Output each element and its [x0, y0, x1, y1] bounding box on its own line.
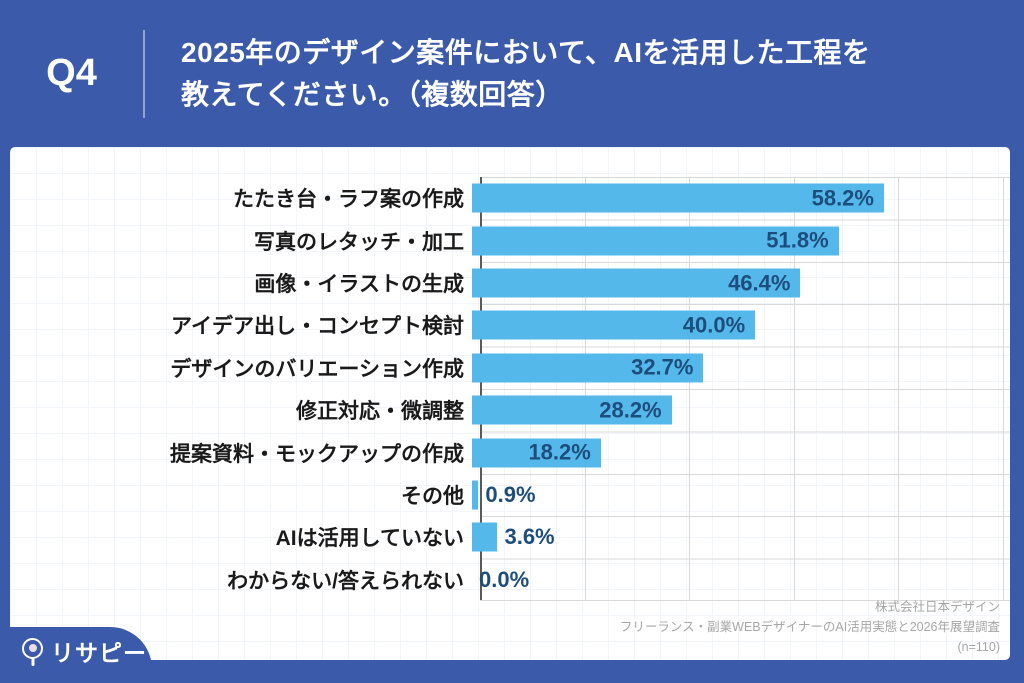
value-label: 0.9%: [485, 482, 536, 508]
bar-track: 58.2%: [472, 177, 1010, 219]
value-label: 0.0%: [479, 566, 530, 592]
category-label: アイデア出し・コンセプト検討: [171, 315, 464, 339]
gridline: [793, 177, 795, 600]
source-note: 株式会社日本デザイン フリーランス・副業WEBデザイナーのAI活用実態と2026…: [620, 597, 1000, 657]
logo-badge: リサピー .: [0, 627, 152, 683]
gridline: [584, 177, 586, 600]
bar-track: 0.9%: [472, 474, 1010, 516]
bar-track: 28.2%: [472, 389, 1010, 431]
category-axis-line: [480, 177, 482, 600]
category-label: 写真のレタッチ・加工: [254, 230, 464, 254]
bar: [472, 522, 498, 552]
gridline: [898, 177, 900, 600]
logo-text: リサピー: [51, 640, 147, 666]
value-label: 28.2%: [599, 397, 662, 423]
category-label: たたき台・ラフ案の作成: [233, 188, 464, 212]
logo-trademark-dot: .: [149, 650, 152, 661]
bar: 18.2%: [472, 438, 601, 468]
category-label: デザインのバリエーション作成: [170, 357, 464, 381]
chart-row: わからない/答えられない 0.0%: [10, 559, 1010, 601]
category-label: わからない/答えられない: [227, 569, 464, 593]
chart-row: デザインのバリエーション作成 32.7%: [10, 347, 1010, 389]
question-title-line2: 教えてください。（複数回答）: [181, 78, 564, 110]
source-survey-title: フリーランス・副業WEBデザイナーのAI活用実態と2026年展望調査: [619, 620, 1000, 634]
bar-track: 3.6%: [472, 516, 1010, 558]
value-label: 40.0%: [682, 312, 746, 338]
bar-track: 0.0%: [472, 559, 1010, 601]
source-sample-size: (n=110): [957, 640, 1000, 654]
category-label: AIは活用していない: [275, 527, 464, 551]
chart-row: 修正対応・微調整 28.2%: [10, 389, 1010, 431]
gridline: [689, 177, 691, 600]
question-title-line1: 2025年のデザイン案件において、AIを活用した工程を: [181, 36, 871, 68]
category-label: 画像・イラストの生成: [254, 273, 464, 297]
bar: 58.2%: [472, 183, 884, 213]
bar: [472, 480, 479, 510]
question-header: Q4 2025年のデザイン案件において、AIを活用した工程を 教えてください。（…: [0, 0, 1024, 147]
magnifier-icon: [22, 637, 43, 659]
bar-track: 18.2%: [472, 431, 1010, 473]
value-label: 58.2%: [811, 185, 874, 211]
value-label: 46.4%: [728, 270, 791, 296]
chart-rows: たたき台・ラフ案の作成 58.2% 写真のレタッチ・加工 51.8% 画像・イラストの生…: [10, 177, 1010, 601]
bar-chart: たたき台・ラフ案の作成 58.2% 写真のレタッチ・加工 51.8% 画像・イラストの生…: [10, 177, 1010, 601]
bar: 32.7%: [472, 353, 704, 383]
value-label: 51.8%: [766, 227, 829, 253]
chart-row: たたき台・ラフ案の作成 58.2%: [10, 177, 1010, 219]
bar-track: 32.7%: [472, 347, 1010, 389]
chart-row: AIは活用していない 3.6%: [10, 516, 1010, 558]
bar-track: 46.4%: [472, 262, 1010, 304]
bar-track: 40.0%: [472, 304, 1010, 346]
value-label: 32.7%: [631, 354, 694, 380]
value-label: 18.2%: [528, 439, 591, 465]
chart-card: たたき台・ラフ案の作成 58.2% 写真のレタッチ・加工 51.8% 画像・イラストの生…: [10, 147, 1010, 660]
category-label: その他: [401, 485, 464, 509]
bar: 28.2%: [472, 395, 672, 425]
header-divider: [143, 29, 145, 118]
bar: 40.0%: [472, 310, 756, 340]
chart-row: 提案資料・モックアップの作成 18.2%: [10, 431, 1010, 473]
gridline: [1003, 177, 1005, 600]
chart-row: その他 0.9%: [10, 474, 1010, 516]
chart-row: 画像・イラストの生成 46.4%: [10, 262, 1010, 304]
source-company: 株式会社日本デザイン: [874, 600, 1000, 614]
category-label: 修正対応・微調整: [296, 400, 464, 424]
question-title: 2025年のデザイン案件において、AIを活用した工程を 教えてください。（複数回…: [145, 32, 871, 116]
bar: 51.8%: [472, 226, 839, 256]
chart-row: アイデア出し・コンセプト検討 40.0%: [10, 304, 1010, 346]
category-label: 提案資料・モックアップの作成: [170, 442, 464, 466]
bar-track: 51.8%: [472, 219, 1010, 261]
bar: 46.4%: [472, 268, 801, 298]
chart-row: 写真のレタッチ・加工 51.8%: [10, 219, 1010, 261]
question-number: Q4: [46, 52, 97, 94]
value-label: 3.6%: [504, 524, 555, 550]
